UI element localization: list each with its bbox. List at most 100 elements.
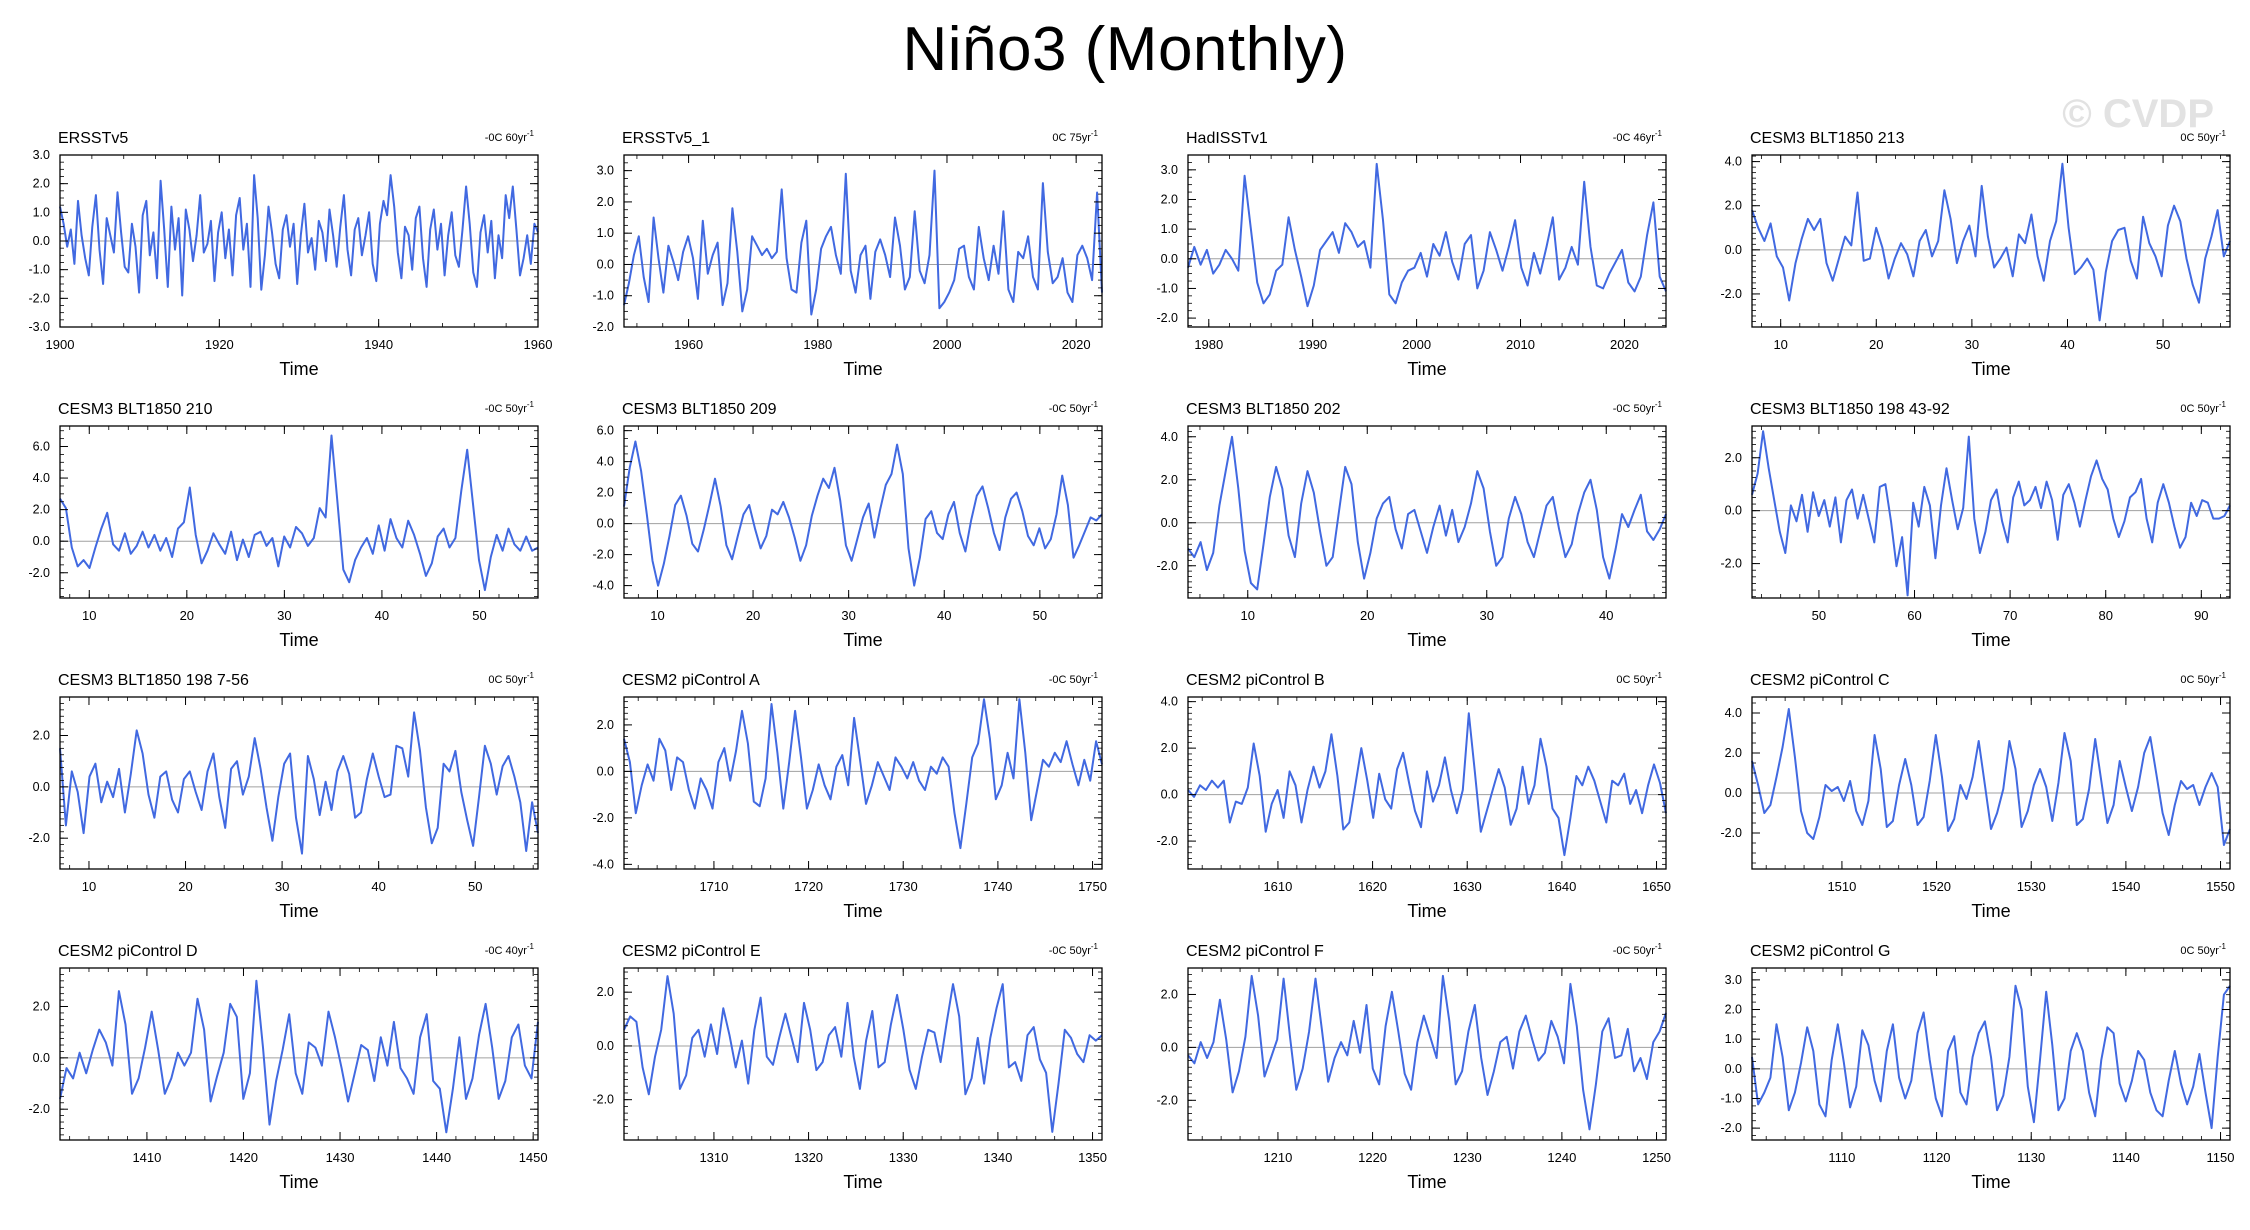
y-tick-label: 2.0 (597, 985, 614, 999)
panel-title: CESM2 piControl D (58, 943, 198, 960)
watermark: © CVDP (2062, 92, 2214, 136)
y-tick-label: -2.0 (592, 1093, 614, 1107)
panel-trend: 0C 50yr-1 (2180, 671, 2226, 686)
trend-unit: -1 (1091, 942, 1099, 951)
series-line (1187, 712, 1667, 857)
chart-panel: CESM2 piControl A -0C 50yr-1 2.0 0.0 -2.0 -4.… (592, 671, 1107, 921)
chart-panel: CESM2 piControl D -0C 40yr-1 2.0 0.0 -2.0 141… (28, 942, 547, 1192)
y-tick-label: 2.0 (597, 718, 614, 732)
trend-unit: -1 (2219, 671, 2227, 680)
panel-title: CESM3 BLT1850 198 43-92 (1750, 401, 1950, 418)
x-axis-label: Time (843, 1172, 882, 1192)
trend-unit: -1 (2219, 400, 2227, 409)
trend-unit: -1 (1091, 129, 1099, 138)
x-tick-label: 50 (1812, 608, 1826, 623)
panel-title: ERSSTv5_1 (622, 130, 710, 147)
chart-panel: CESM2 piControl F -0C 50yr-1 2.0 0.0 -2.0 121… (1156, 942, 1671, 1192)
x-tick-label: 30 (275, 879, 289, 894)
x-tick-label: 40 (371, 879, 385, 894)
series-line (1751, 708, 2231, 846)
y-tick-label: 2.0 (33, 503, 50, 517)
chart-panel: CESM2 piControl G 0C 50yr-1 3.0 2.0 1.0 0.0 -1… (1720, 942, 2234, 1192)
y-tick-label: 0.0 (1161, 788, 1178, 802)
y-tick-label: -4.0 (592, 857, 614, 871)
plot-frame (1751, 425, 2231, 599)
panel-title: CESM3 BLT1850 213 (1750, 130, 1905, 147)
x-tick-label: 1230 (1453, 1150, 1482, 1165)
x-tick-label: 30 (1480, 608, 1494, 623)
x-axis-label: Time (1971, 359, 2010, 379)
trend-unit: -1 (527, 400, 535, 409)
chart-panel: CESM3 BLT1850 198 7-56 0C 50yr-1 2.0 0.0 -2.… (28, 671, 539, 921)
series-line (623, 698, 1103, 850)
panel-trend: -0C 40yr-1 (485, 942, 535, 957)
y-tick-label: 0.0 (33, 1051, 50, 1065)
x-tick-label: 1410 (132, 1150, 161, 1165)
panel-trend: 0C 50yr-1 (1616, 671, 1662, 686)
y-tick-label: -2.0 (1720, 557, 1742, 571)
series-line (1187, 435, 1667, 591)
panel-title: CESM2 piControl C (1750, 672, 1890, 689)
x-tick-label: 2020 (1610, 337, 1639, 352)
x-tick-label: 1210 (1263, 1150, 1292, 1165)
x-axis-label: Time (1407, 1172, 1446, 1192)
x-tick-label: 1980 (1194, 337, 1223, 352)
trend-unit: -1 (2219, 942, 2227, 951)
chart-panel: CESM3 BLT1850 213 0C 50yr-1 4.0 2.0 0.0 -2.0 1… (1720, 129, 2231, 379)
x-tick-label: 1940 (364, 337, 393, 352)
trend-unit: -1 (1655, 671, 1663, 680)
panel-title: CESM3 BLT1850 209 (622, 401, 777, 418)
x-tick-label: 1310 (699, 1150, 728, 1165)
x-tick-label: 40 (1599, 608, 1613, 623)
panel-title: CESM2 piControl A (622, 672, 760, 689)
x-tick-label: 50 (1033, 608, 1047, 623)
plot-frame (1187, 967, 1667, 1141)
x-tick-label: 1430 (326, 1150, 355, 1165)
plot-frame (1187, 154, 1667, 328)
series-line (623, 440, 1103, 587)
y-tick-label: 4.0 (33, 471, 50, 485)
y-tick-label: -2.0 (1156, 559, 1178, 573)
y-tick-label: 0.0 (33, 234, 50, 248)
x-tick-label: 1990 (1298, 337, 1327, 352)
panel-trend: -0C 50yr-1 (1613, 400, 1663, 415)
panel-trend: -0C 46yr-1 (1613, 129, 1663, 144)
y-tick-label: 2.0 (597, 486, 614, 500)
x-tick-label: 1120 (1923, 1150, 1951, 1165)
x-tick-label: 40 (937, 608, 951, 623)
trend-unit: -1 (1655, 400, 1663, 409)
x-tick-label: 50 (468, 879, 482, 894)
y-tick-label: 0.0 (597, 764, 614, 778)
series-line (59, 711, 539, 855)
y-tick-label: 6.0 (597, 424, 614, 438)
x-axis-label: Time (279, 630, 318, 650)
x-tick-label: 20 (1869, 337, 1883, 352)
y-tick-label: 0.0 (1161, 1040, 1178, 1054)
y-tick-label: 0.0 (597, 517, 614, 531)
panel-trend: -0C 60yr-1 (485, 129, 535, 144)
plot-frame (623, 967, 1103, 1141)
panel-trend: 0C 50yr-1 (2180, 400, 2226, 415)
y-tick-label: -2.0 (592, 320, 614, 334)
x-tick-label: 10 (650, 608, 664, 623)
x-axis-label: Time (1407, 630, 1446, 650)
y-tick-label: 4.0 (1161, 695, 1178, 709)
y-tick-label: 0.0 (1725, 1062, 1742, 1076)
y-tick-label: -2.0 (592, 811, 614, 825)
panel-title: CESM2 piControl E (622, 943, 761, 960)
x-tick-label: 50 (472, 608, 486, 623)
panel-trend: -0C 50yr-1 (1049, 400, 1099, 415)
y-tick-label: -1.0 (28, 263, 50, 277)
y-tick-label: 0.0 (33, 780, 50, 794)
x-tick-label: 20 (746, 608, 760, 623)
panel-trend: -0C 50yr-1 (1049, 942, 1099, 957)
x-axis-label: Time (843, 901, 882, 921)
y-tick-label: 2.0 (1725, 451, 1742, 465)
x-tick-label: 50 (2156, 337, 2170, 352)
y-tick-label: 2.0 (1725, 1003, 1742, 1017)
series-line (1187, 162, 1667, 308)
x-tick-label: 10 (1773, 337, 1787, 352)
y-tick-label: 3.0 (597, 164, 614, 178)
chart-panel: CESM2 piControl E -0C 50yr-1 2.0 0.0 -2.0 131… (592, 942, 1107, 1192)
y-tick-label: 3.0 (1725, 973, 1742, 987)
